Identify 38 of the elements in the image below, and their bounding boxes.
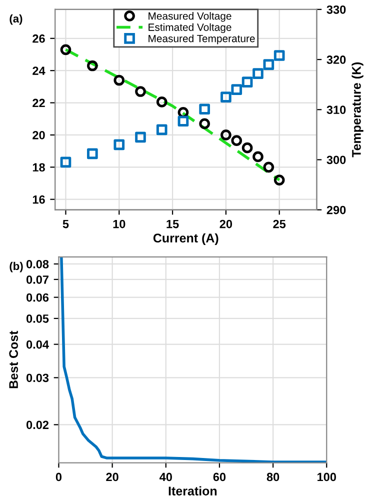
y-tick-label: 18 (32, 163, 45, 172)
x-axis-title: Iteration (168, 486, 217, 496)
y-tick-label: 0.07 (26, 275, 48, 284)
x-tick-label: 40 (160, 472, 172, 482)
x-tick-label: 0 (56, 472, 62, 482)
text: (a) (10, 14, 22, 25)
x-tick-label: 15 (166, 220, 179, 228)
y-tick-label: 26 (32, 34, 45, 43)
x-tick-label: 20 (106, 472, 118, 482)
x-tick-label: 25 (273, 220, 286, 228)
y-tick-label: 16 (32, 195, 45, 204)
y-tick-label: 24 (32, 66, 46, 75)
y2-tick-label: 330 (326, 5, 346, 14)
x-tick-label: 10 (113, 220, 126, 228)
y-tick-label: 0.02 (26, 420, 49, 430)
y2-tick-label: 310 (326, 106, 346, 114)
x-tick-label: 20 (220, 220, 232, 228)
x-tick-label: 5 (62, 220, 69, 228)
x-tick-label: 100 (318, 472, 336, 482)
y-tick-label: 0.04 (26, 340, 49, 349)
y-tick-label: 20 (32, 131, 45, 140)
y-tick-label: 22 (32, 98, 45, 108)
y-tick-label: 0.08 (26, 260, 49, 268)
legend-label: Estimated Voltage (148, 23, 232, 34)
x-tick-label: 60 (213, 472, 226, 482)
y-tick-label: 0.03 (26, 374, 49, 382)
legend-label: Measured Voltage (148, 12, 232, 22)
x-axis-title: Current (A) (153, 233, 218, 245)
y-tick-label: 0.06 (26, 293, 49, 302)
legend-label: Measured Temperature (148, 34, 255, 44)
y2-tick-label: 300 (326, 156, 346, 164)
y2-tick-label: 320 (326, 56, 346, 64)
x-tick-label: 80 (266, 472, 280, 482)
y2-axis-title: Temperature (K) (352, 62, 364, 158)
y2-tick-label: 290 (326, 206, 346, 214)
y-axis-title: Best Cost (9, 330, 18, 388)
y-tick-label: 0.05 (26, 314, 49, 323)
text: (b) (10, 262, 23, 272)
